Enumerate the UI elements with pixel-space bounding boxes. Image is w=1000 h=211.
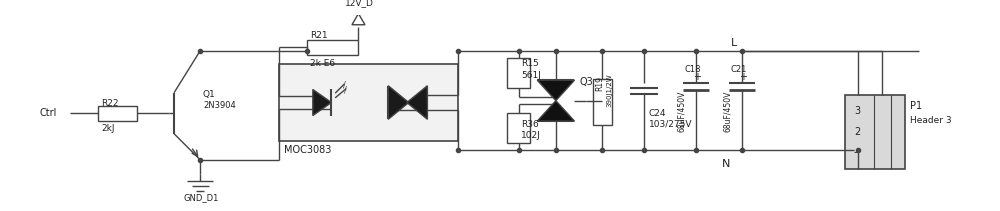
Text: /: / <box>344 86 347 95</box>
Polygon shape <box>537 101 574 121</box>
Text: 12V_D: 12V_D <box>344 0 373 7</box>
Text: 2kJ: 2kJ <box>101 124 115 133</box>
Bar <box>507 113 530 143</box>
Text: GND_D1: GND_D1 <box>183 193 219 203</box>
Text: 68uF/450V: 68uF/450V <box>677 91 686 132</box>
Text: R19: R19 <box>595 76 604 91</box>
Text: P1: P1 <box>910 101 922 111</box>
Text: Ctrl: Ctrl <box>39 108 56 118</box>
Text: Q1: Q1 <box>203 90 216 99</box>
Bar <box>507 58 530 88</box>
Polygon shape <box>407 86 427 119</box>
Text: C24: C24 <box>649 109 666 118</box>
Text: 103/275V: 103/275V <box>649 120 692 129</box>
Text: L: L <box>731 38 737 48</box>
Text: Q3: Q3 <box>579 77 593 87</box>
Polygon shape <box>313 89 331 116</box>
Bar <box>279 64 458 141</box>
Text: 2: 2 <box>854 127 860 137</box>
Text: 102J: 102J <box>521 131 541 140</box>
Text: -: - <box>854 147 858 157</box>
Text: +: + <box>693 72 701 82</box>
Bar <box>593 79 612 125</box>
Text: /: / <box>343 80 345 89</box>
Polygon shape <box>388 86 409 119</box>
Text: Header 3: Header 3 <box>910 116 951 125</box>
Text: R21: R21 <box>310 31 328 41</box>
Polygon shape <box>537 80 574 101</box>
Text: N: N <box>722 158 730 169</box>
Polygon shape <box>352 14 365 25</box>
Text: C21: C21 <box>731 65 747 74</box>
Text: 2N3904: 2N3904 <box>203 101 236 110</box>
Bar <box>845 95 905 169</box>
Text: 3: 3 <box>854 106 860 116</box>
Text: 390J1/2W: 390J1/2W <box>606 73 612 107</box>
Bar <box>307 40 358 55</box>
Text: +: + <box>739 72 747 82</box>
Text: R22: R22 <box>101 99 119 108</box>
Text: MOC3083: MOC3083 <box>284 145 331 156</box>
Text: C18: C18 <box>684 65 701 74</box>
Text: 561J: 561J <box>521 70 541 80</box>
Text: 2k E6: 2k E6 <box>310 59 335 68</box>
Bar <box>98 106 137 121</box>
Text: R36: R36 <box>521 120 539 129</box>
Text: R15: R15 <box>521 59 539 68</box>
Text: 68uF/450V: 68uF/450V <box>723 91 732 132</box>
